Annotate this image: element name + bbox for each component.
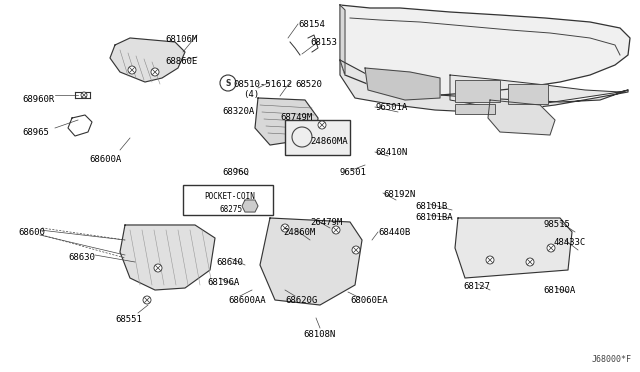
Circle shape: [352, 246, 360, 254]
Text: 68196A: 68196A: [207, 278, 239, 287]
Circle shape: [318, 121, 326, 129]
Bar: [508, 84, 548, 104]
Text: 24860M: 24860M: [283, 228, 316, 237]
Polygon shape: [260, 218, 362, 305]
Text: 68127: 68127: [463, 282, 490, 291]
Text: 68960: 68960: [222, 168, 249, 177]
Text: 26479M: 26479M: [310, 218, 342, 227]
Text: 68620G: 68620G: [285, 296, 317, 305]
Polygon shape: [110, 38, 185, 82]
Circle shape: [486, 256, 494, 264]
Text: J68000*F: J68000*F: [592, 355, 632, 364]
Text: 68749M: 68749M: [280, 113, 312, 122]
Bar: [455, 80, 500, 102]
Text: (4): (4): [243, 90, 259, 99]
Circle shape: [281, 224, 289, 232]
Polygon shape: [340, 5, 345, 75]
Text: 68154: 68154: [298, 20, 325, 29]
Text: 68551: 68551: [115, 315, 142, 324]
Text: 48433C: 48433C: [553, 238, 585, 247]
Circle shape: [81, 92, 87, 98]
Text: 68320A: 68320A: [222, 107, 254, 116]
Bar: [183, 185, 273, 215]
Circle shape: [547, 244, 555, 252]
Text: 68101B: 68101B: [415, 202, 447, 211]
Text: 68960R: 68960R: [22, 95, 54, 104]
Text: 68640: 68640: [216, 258, 243, 267]
Text: 68153: 68153: [310, 38, 337, 47]
Polygon shape: [340, 5, 630, 95]
Circle shape: [143, 296, 151, 304]
Text: 68860E: 68860E: [165, 57, 197, 66]
Text: 96501A: 96501A: [375, 103, 407, 112]
Polygon shape: [340, 60, 628, 112]
Circle shape: [128, 66, 136, 74]
Polygon shape: [365, 68, 440, 100]
Text: 68060EA: 68060EA: [350, 296, 388, 305]
Circle shape: [332, 226, 340, 234]
Text: POCKET-COIN: POCKET-COIN: [205, 192, 255, 201]
Text: 98515: 98515: [543, 220, 570, 229]
Polygon shape: [455, 218, 572, 278]
Text: 68600AA: 68600AA: [228, 296, 266, 305]
Text: 68520: 68520: [295, 80, 322, 89]
Text: 68275: 68275: [220, 205, 243, 214]
Text: 68600A: 68600A: [89, 155, 121, 164]
Text: S: S: [225, 80, 230, 89]
Bar: [455, 104, 495, 114]
Circle shape: [526, 258, 534, 266]
Text: 08510-51612: 08510-51612: [233, 80, 292, 89]
Text: 68100A: 68100A: [543, 286, 575, 295]
Text: 68630: 68630: [68, 253, 95, 262]
Text: 68101BA: 68101BA: [415, 213, 452, 222]
Polygon shape: [255, 98, 318, 145]
Polygon shape: [120, 225, 215, 290]
Bar: [285, 120, 350, 155]
Text: 96501: 96501: [340, 168, 367, 177]
Circle shape: [154, 264, 162, 272]
Text: 68440B: 68440B: [378, 228, 410, 237]
Text: 68192N: 68192N: [383, 190, 415, 199]
Text: 24860MA: 24860MA: [310, 137, 348, 146]
Circle shape: [151, 68, 159, 76]
Polygon shape: [488, 100, 555, 135]
Text: 68106M: 68106M: [165, 35, 197, 44]
Polygon shape: [450, 75, 628, 108]
Text: 68600: 68600: [18, 228, 45, 237]
Text: 68965: 68965: [22, 128, 49, 137]
Polygon shape: [242, 200, 258, 212]
Text: 68410N: 68410N: [375, 148, 407, 157]
Text: 68108N: 68108N: [303, 330, 335, 339]
